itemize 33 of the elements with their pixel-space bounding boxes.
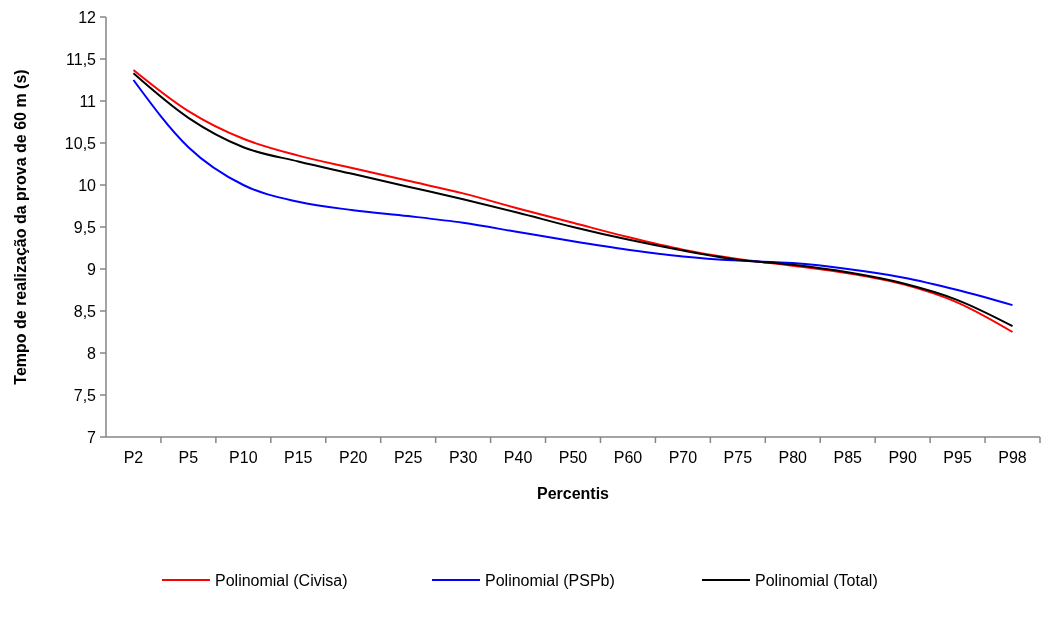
x-tick-label: P5 <box>178 449 199 466</box>
y-axis-title: Tempo de realização da prova de 60 m (s) <box>12 69 29 385</box>
y-tick-label: 7 <box>87 428 97 446</box>
y-tick-label: 9 <box>87 260 97 278</box>
y-tick-label: 10 <box>78 176 97 194</box>
y-tick-label: 9,5 <box>73 218 97 236</box>
x-tick-label: P90 <box>888 449 917 466</box>
legend-label: Polinomial (Civisa) <box>215 571 348 589</box>
x-tick-label: P50 <box>558 449 588 466</box>
x-tick-label: P30 <box>448 449 478 466</box>
y-tick-label: 11 <box>79 92 97 110</box>
x-tick-label: P60 <box>613 449 643 466</box>
y-tick-label: 12 <box>78 8 97 26</box>
x-tick-label: P15 <box>284 449 313 466</box>
x-tick-label: P40 <box>503 449 533 466</box>
x-tick-label: P10 <box>229 449 258 466</box>
x-tick-label: P98 <box>998 449 1027 466</box>
x-tick-label: P80 <box>778 449 808 466</box>
legend-label: Polinomial (Total) <box>755 571 878 589</box>
y-tick-label: 7,5 <box>73 386 97 404</box>
x-tick-label: P95 <box>943 449 972 466</box>
x-tick-label: P20 <box>339 449 368 466</box>
x-tick-label: P70 <box>668 449 698 466</box>
x-tick-label: P85 <box>833 449 863 466</box>
y-tick-label: 10,5 <box>64 134 97 152</box>
x-tick-label: P2 <box>123 449 144 466</box>
x-tick-label: P25 <box>393 449 423 466</box>
y-tick-label: 8 <box>87 344 97 362</box>
y-tick-label: 8,5 <box>73 302 97 320</box>
y-tick-label: 11,5 <box>66 50 97 68</box>
x-axis-title: Percentis <box>536 485 610 502</box>
legend-label: Polinomial (PSPb) <box>485 571 615 589</box>
x-tick-label: P75 <box>723 449 753 466</box>
